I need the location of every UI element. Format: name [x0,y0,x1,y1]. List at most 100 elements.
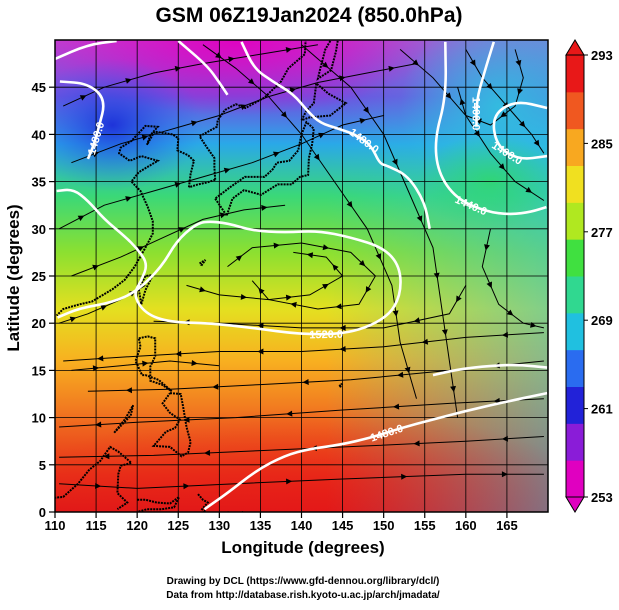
colorbar-ticks: 253 261 269 277 285 293 [584,48,613,505]
colorbar-segment [566,386,584,424]
coastline [198,40,307,180]
streamline-arrow [240,104,247,110]
streamline-arrow [335,303,342,310]
streamline-arrow [306,252,314,259]
streamline-arrow [533,139,540,147]
y-tick-label: 45 [32,80,46,95]
streamline-arrow [92,365,100,372]
streamline-arrow [286,478,293,485]
streamline-arrow [501,435,508,442]
streamline-arrow [248,78,255,85]
colorbar-segment [566,91,584,130]
streamline [481,228,545,329]
streamline-arrow [456,295,462,303]
streamline-arrow [339,346,346,352]
streamline-arrow [506,309,514,316]
streamline-arrow [433,272,440,279]
streamline-arrow [322,244,330,251]
streamline-arrow [346,201,353,208]
streamline [227,242,377,310]
streamline-arrow [393,403,400,410]
streamline-arrow [95,421,102,428]
contour-label: 1520.0 [309,329,343,342]
streamline-arrow [175,350,182,357]
cold-core-shading [55,58,203,192]
streamline-arrow [365,286,372,293]
streamline-arrow [302,379,309,385]
wind-streamlines [58,44,545,490]
streamline-arrow [183,416,190,423]
colorbar-segment [566,460,584,498]
streamline-arrow [285,294,293,301]
coastline [188,178,216,189]
y-tick-label: 15 [32,363,46,378]
streamline-arrow [257,322,264,329]
streamline-arrow [474,130,480,137]
streamline-arrow [484,244,490,251]
colorbar-segment [566,165,584,203]
plot-area: 1520.01480.01480.01440.01400.01400.01480… [55,40,548,512]
colorbar [565,39,585,513]
colorbar-segment [566,55,584,93]
streamline-arrow [501,331,508,338]
streamline-arrow [212,383,219,390]
colorbar-tick-label: 293 [591,48,613,63]
y-tick-label: 40 [32,127,46,142]
streamline-arrow [519,120,526,128]
colorbar-tick-label: 253 [591,490,613,505]
streamline-arrow [240,294,247,300]
streamline-arrow [273,242,280,249]
streamline-arrow [191,360,198,366]
streamline-arrow [286,410,293,417]
streamline-arrow [183,483,190,490]
y-tick-label: 5 [39,458,46,473]
streamline-arrow [141,134,149,141]
streamline-arrow [290,301,297,308]
streamline-arrow [235,255,243,262]
streamline-arrow [257,348,264,355]
colorbar-tick-label: 285 [591,136,613,151]
streamline-arrow [498,163,505,170]
coastline [137,273,155,305]
coastline [316,40,339,81]
height-contour [59,80,105,160]
streamline-arrow [358,260,366,267]
streamline-arrow [412,59,419,66]
streamline-arrow [445,92,452,99]
height-contour [475,41,496,127]
streamline-arrow [469,59,476,67]
streamline-arrow [174,65,182,72]
colorbar-tick-label: 261 [591,402,613,417]
coastline [214,120,315,218]
streamline-arrow [339,75,346,82]
coastline [134,335,173,393]
coastline [151,392,192,458]
streamline-arrow [126,387,132,394]
streamline-arrow [486,83,493,90]
colorbar-segment [566,202,584,240]
coastline [136,496,181,512]
x-tick-label: 125 [167,518,189,533]
streamline-arrow [125,78,132,84]
height-contour [203,391,548,511]
streamline-arrow [388,65,395,72]
x-tick-label: 160 [455,518,477,533]
streamline-arrow [500,111,507,118]
streamline-arrow [375,253,382,260]
streamline-arrow [97,355,104,362]
x-tick-label: 165 [496,518,518,533]
streamline-arrow [137,246,144,252]
streamline-arrow [215,52,222,59]
streamline-arrow [525,186,532,193]
streamline-arrow [322,283,329,290]
height-contour [177,40,229,96]
streamline-arrow [413,440,420,447]
streamline-arrow [92,264,99,271]
x-tick-label: 145 [332,518,354,533]
streamline-arrow [103,453,110,460]
credit-data: Data from http://database.rish.kyoto-u.a… [166,590,440,601]
streamline-arrow [486,281,492,289]
height-contour [56,188,402,336]
streamline-arrow [228,56,235,63]
